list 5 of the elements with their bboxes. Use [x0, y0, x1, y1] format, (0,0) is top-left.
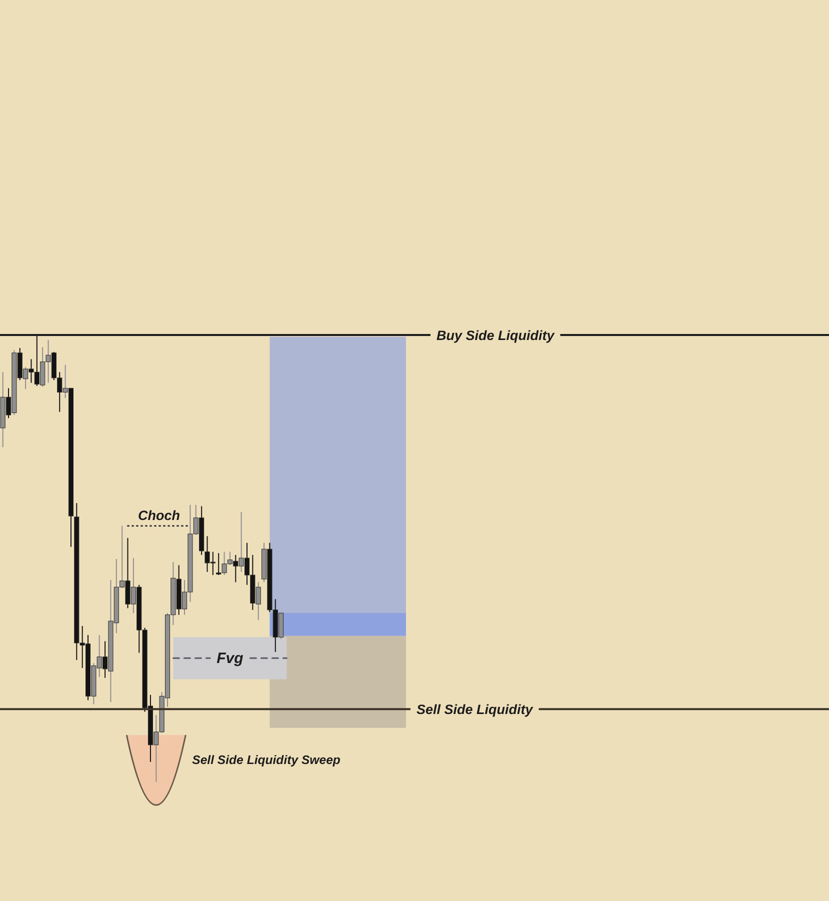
ref-line-label: Sell Side Liquidity — [416, 702, 534, 717]
series-label: Choch — [138, 508, 180, 523]
series-label: Fvg — [216, 650, 244, 667]
annotation: Sell Side Liquidity Sweep — [192, 753, 341, 767]
ref-line-label: Buy Side Liquidity — [436, 328, 556, 342]
